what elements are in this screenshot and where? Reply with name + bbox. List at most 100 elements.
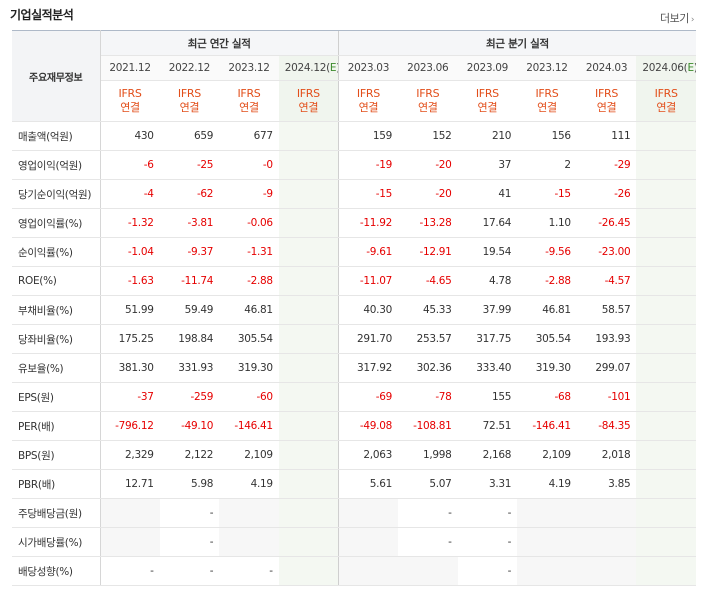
table-cell <box>636 324 696 354</box>
table-cell: 159 <box>337 121 398 151</box>
table-cell: -29 <box>576 150 637 180</box>
period-header: 2021.12 <box>100 55 160 81</box>
table-cell: -25 <box>159 150 220 180</box>
table-cell <box>576 556 637 586</box>
ifrs-header: IFRS 연결 <box>337 80 398 122</box>
row-label: 시가배당률(%) <box>12 527 101 557</box>
table-cell <box>100 498 160 528</box>
table-cell: 291.70 <box>337 324 398 354</box>
table-cell: 381.30 <box>100 353 160 383</box>
consolidated-label: 연결 <box>298 101 319 114</box>
ifrs-header: IFRS 연결 <box>517 80 577 122</box>
table-cell <box>219 527 279 557</box>
table-cell <box>576 498 637 528</box>
table-cell: 41 <box>457 179 518 209</box>
ifrs-header: IFRS 연결 <box>100 80 160 122</box>
row-label: 당좌비율(%) <box>12 324 101 354</box>
table-cell <box>278 527 339 557</box>
table-row: 주당배당금(원) - - - <box>12 498 696 528</box>
period-header: 2024.03 <box>576 55 637 81</box>
chevron-right-icon: › <box>690 15 695 25</box>
period-header: 2023.09 <box>457 55 518 81</box>
table-cell: - <box>159 527 220 557</box>
table-cell: 430 <box>100 121 160 151</box>
table-row: 부채비율(%) 51.99 59.49 46.81 40.30 45.33 37.99 46.… <box>12 295 696 325</box>
table-cell: -69 <box>337 382 398 412</box>
ifrs-label: IFRS <box>535 87 559 100</box>
ifrs-label: IFRS <box>416 87 440 100</box>
table-cell: -20 <box>397 150 458 180</box>
table-cell <box>636 498 696 528</box>
table-cell: 37.99 <box>457 295 518 325</box>
table-cell <box>636 295 696 325</box>
table-cell <box>636 150 696 180</box>
period-header: 2024.12(E) <box>278 55 339 81</box>
table-cell <box>278 353 339 383</box>
table-cell <box>278 208 339 238</box>
table-cell: -108.81 <box>397 411 458 441</box>
table-row: 매출액(억원) 430 659 677 159 152 210 156 111 <box>12 121 696 151</box>
table-cell: 51.99 <box>100 295 160 325</box>
row-label: 영업이익률(%) <box>12 208 101 238</box>
table-row: 영업이익(억원) -6 -25 -0 -19 -20 37 2 -29 <box>12 150 696 180</box>
table-cell: 17.64 <box>457 208 518 238</box>
ifrs-header: IFRS 연결 <box>576 80 637 122</box>
estimate-mark: E <box>687 62 694 74</box>
table-cell: 2,109 <box>219 440 279 470</box>
table-cell: 2,109 <box>517 440 577 470</box>
period-header: 2023.12 <box>219 55 279 81</box>
table-cell: -12.91 <box>397 237 458 267</box>
table-cell <box>636 121 696 151</box>
table-cell: - <box>219 556 279 586</box>
table-cell: -84.35 <box>576 411 637 441</box>
table-cell <box>278 121 339 151</box>
table-cell: 37 <box>457 150 518 180</box>
consolidated-label: 연결 <box>120 101 140 114</box>
table-cell: 40.30 <box>337 295 398 325</box>
ifrs-header: IFRS 연결 <box>159 80 220 122</box>
table-cell: - <box>457 527 518 557</box>
table-cell: 193.93 <box>576 324 637 354</box>
table-cell: -2.88 <box>517 266 577 296</box>
more-label: 더보기 <box>660 12 689 25</box>
table-cell: 659 <box>159 121 220 151</box>
period-header: 2023.03 <box>337 55 398 81</box>
table-cell: -60 <box>219 382 279 412</box>
table-cell: 319.30 <box>517 353 577 383</box>
table-cell: -4 <box>100 179 160 209</box>
table-cell: -9.56 <box>517 237 577 267</box>
table-cell <box>100 527 160 557</box>
ifrs-header: IFRS 연결 <box>457 80 518 122</box>
table-cell: -11.92 <box>337 208 398 238</box>
consolidated-label: 연결 <box>596 101 617 114</box>
row-label: EPS(원) <box>12 382 101 412</box>
table-cell: -4.65 <box>397 266 458 296</box>
table-cell: -2.88 <box>219 266 279 296</box>
row-label: 유보율(%) <box>12 353 101 383</box>
table-cell: -49.08 <box>337 411 398 441</box>
table-cell: -20 <box>397 179 458 209</box>
table-cell: -146.41 <box>517 411 577 441</box>
table-cell <box>636 353 696 383</box>
table-cell <box>397 556 458 586</box>
table-cell <box>278 179 339 209</box>
table-cell: 58.57 <box>576 295 637 325</box>
table-cell: -9.37 <box>159 237 220 267</box>
estimate-mark: E <box>329 62 337 74</box>
table-cell: -23.00 <box>576 237 637 267</box>
more-link[interactable]: 더보기 › <box>660 10 695 26</box>
table-cell: 4.19 <box>219 469 279 499</box>
table-cell <box>517 556 577 586</box>
table-cell <box>636 469 696 499</box>
table-cell <box>517 498 577 528</box>
table-cell: 2 <box>517 150 577 180</box>
table-cell: -15 <box>517 179 577 209</box>
table-cell: 155 <box>457 382 518 412</box>
table-cell: 111 <box>576 121 637 151</box>
table-cell: 72.51 <box>457 411 518 441</box>
table-cell: 45.33 <box>397 295 458 325</box>
table-cell <box>636 527 696 557</box>
period-header: 2024.06(E) <box>636 55 696 81</box>
row-label: ROE(%) <box>12 266 101 296</box>
table-row: 유보율(%) 381.30 331.93 319.30 317.92 302.36 333.… <box>12 353 696 383</box>
